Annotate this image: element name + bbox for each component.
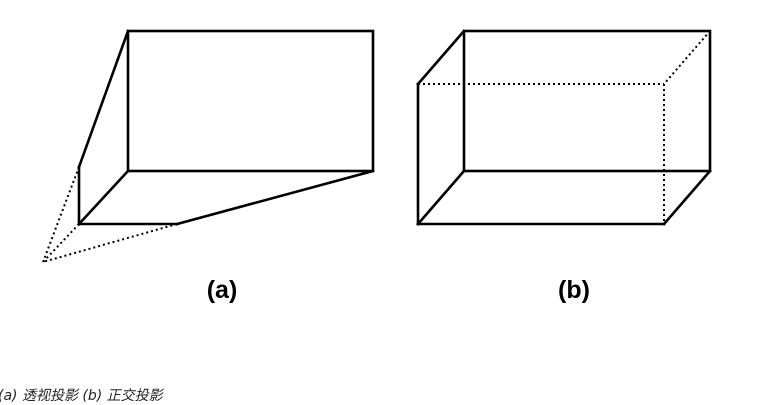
perspective-front-face xyxy=(126,29,375,173)
vanishing-line-2 xyxy=(42,223,80,263)
orthographic-edge-bottom-right xyxy=(662,169,712,226)
orthographic-projection-figure xyxy=(416,29,712,226)
perspective-edge-bottom-right xyxy=(175,169,375,226)
perspective-projection-figure xyxy=(42,29,375,263)
orthographic-back-face xyxy=(462,29,712,173)
orthographic-edge-top-left xyxy=(416,29,466,86)
orthographic-edge-bottom-left xyxy=(416,169,466,226)
vanishing-line-1 xyxy=(42,166,80,263)
perspective-edge-top-left xyxy=(77,29,130,169)
perspective-edge-bottom-left xyxy=(77,169,130,226)
vanishing-line-3 xyxy=(42,223,178,263)
label-a: (a) xyxy=(207,276,238,304)
orthographic-hidden-diagonal-edge xyxy=(663,30,711,85)
figure-caption: (a) 透视投影 (b) 正交投影 xyxy=(0,388,163,404)
label-b: (b) xyxy=(558,276,590,304)
